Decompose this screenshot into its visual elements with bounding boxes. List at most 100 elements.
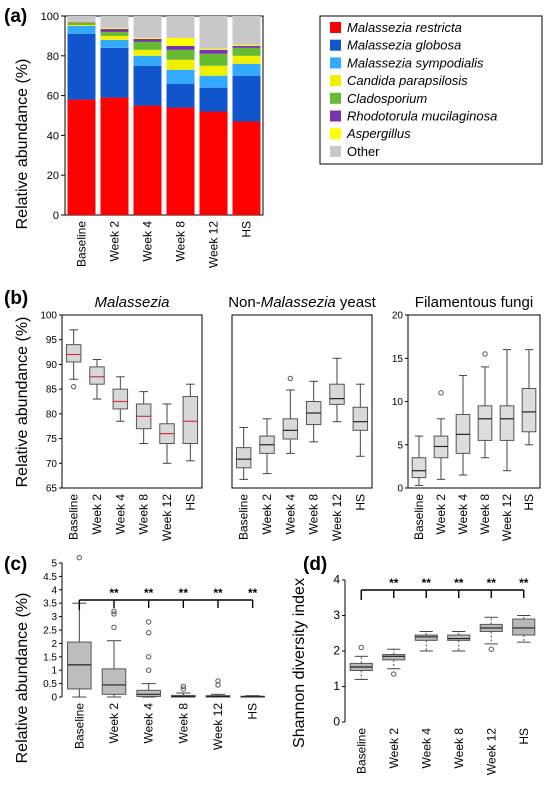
- bar-segment-rhodotorula-mucilaginosa: [232, 45, 261, 48]
- legend-a: Malassezia restricta Malassezia globosa Ma…: [319, 15, 543, 165]
- legend-swatch-other: [330, 145, 341, 157]
- bar-segment-rhodotorula-mucilaginosa: [100, 28, 129, 32]
- box-iqr: [65, 344, 82, 363]
- bar-segment-malassezia-restricta: [133, 105, 162, 215]
- x-tick-label-a: Week 4: [141, 221, 155, 262]
- bar-segment-malassezia-sympodialis: [100, 39, 129, 48]
- x-tick-label-b1: Week 8: [137, 494, 151, 535]
- y-tick-label-c: 3: [51, 612, 57, 623]
- x-tick-label-c: HS: [246, 703, 260, 720]
- x-tick-label-c: Week 4: [142, 703, 156, 744]
- legend-swatch-aspergillus: [330, 128, 341, 140]
- y-tick-label-b3: 0: [397, 484, 403, 495]
- box-iqr: [235, 447, 252, 469]
- legend-label-aspergillus: Aspergillus: [346, 126, 411, 141]
- outlier-point: [111, 608, 117, 614]
- chart-title-b1: Malassezia: [94, 294, 169, 311]
- bar-segment-other: [199, 16, 228, 49]
- bar-segment-other: [166, 16, 195, 38]
- box-iqr: [499, 405, 515, 441]
- outlier-point: [145, 654, 152, 660]
- x-tick-label-a: Week 8: [174, 221, 188, 262]
- legend-label-rhodotorula-mucilaginosa: Rhodotorula mucilaginosa: [347, 109, 497, 124]
- outlier-point: [438, 390, 444, 396]
- outlier-point: [482, 351, 488, 357]
- bar-segment-aspergillus: [232, 44, 261, 46]
- y-tick-label-b1: 65: [46, 484, 58, 495]
- box-iqr: [112, 388, 129, 410]
- box-iqr: [512, 618, 536, 636]
- x-tick-label-b2: Baseline: [237, 494, 251, 540]
- boxplot-filamentous-fungi: 0 5 10 15 20 Baseline Week 2 Week 4 Week 8 Week 1…: [392, 294, 541, 541]
- y-tick-label-b3: 10: [392, 397, 404, 408]
- x-tick-label-b3: Week 8: [478, 494, 492, 535]
- boxplot-panel-c: 0 0.5 1 1.5 2 2.5 3 3.5 4 4.5 5 Baseline Week 2 Week …: [43, 554, 265, 750]
- ylabel-c: Relative abundance (%): [14, 593, 31, 764]
- significance-marker: **: [422, 576, 432, 590]
- box-iqr: [477, 405, 493, 441]
- bar-segment-candida-parapsilosis: [100, 35, 129, 40]
- bar-segment-cladosporium: [199, 53, 228, 66]
- y-tick-label-a: 40: [47, 130, 59, 142]
- bar-segment-malassezia-globosa: [100, 47, 129, 98]
- bar-segment-rhodotorula-mucilaginosa: [67, 22, 96, 23]
- bar-segment-malassezia-restricta: [166, 107, 195, 215]
- outlier-point: [145, 629, 152, 636]
- box-iqr: [67, 641, 92, 690]
- y-tick-label-d: 3: [333, 608, 340, 622]
- outlier-point: [287, 375, 294, 382]
- y-tick-label-b1: 100: [40, 311, 57, 322]
- ylabel-d: Shannon diversity index: [291, 578, 308, 748]
- bar-segment-aspergillus: [199, 48, 228, 50]
- y-tick-label-c: 1.5: [43, 652, 57, 663]
- outlier-point: [111, 624, 117, 631]
- x-tick-label-b2: Week 12: [330, 494, 344, 541]
- y-tick-label-c: 4.5: [43, 572, 57, 583]
- legend-label-cladosporium: Cladosporium: [347, 91, 427, 106]
- legend-swatch-rhodotorula-mucilaginosa: [330, 110, 341, 122]
- x-tick-label-b1: Week 2: [90, 494, 104, 535]
- box-iqr: [101, 668, 127, 695]
- bar-segment-cladosporium: [166, 49, 195, 60]
- bar-segment-cladosporium: [232, 47, 261, 56]
- box-iqr: [414, 634, 438, 641]
- x-tick-label-b2: Week 8: [307, 494, 321, 535]
- bar-segment-other: [232, 16, 261, 45]
- bar-segment-malassezia-globosa: [199, 87, 228, 112]
- bar-segment-other: [67, 16, 96, 22]
- y-tick-label-d: 1: [333, 679, 340, 693]
- x-tick-label-d: Week 8: [452, 728, 466, 769]
- outlier-point: [76, 554, 83, 561]
- y-tick-label-b3: 15: [392, 354, 404, 365]
- bar-segment-malassezia-globosa: [67, 33, 96, 100]
- bar-segment-other: [133, 16, 162, 38]
- x-tick-label-d: Week 2: [387, 728, 401, 769]
- box-iqr: [282, 418, 299, 440]
- x-tick-label-b1: Week 12: [160, 494, 174, 541]
- outlier-point: [358, 644, 364, 651]
- legend-label-other: Other: [347, 144, 380, 159]
- outlier-point: [215, 678, 221, 684]
- y-tick-label-b1: 95: [46, 335, 58, 346]
- panel-label-d: (d): [303, 554, 327, 575]
- box-iqr: [521, 388, 537, 433]
- significance-marker: **: [389, 576, 399, 590]
- x-tick-label-d: HS: [517, 728, 531, 745]
- bar-segment-candida-parapsilosis: [199, 65, 228, 76]
- y-tick-label-d: 2: [333, 644, 340, 658]
- legend-swatch-candida-parapsilosis: [330, 75, 341, 87]
- x-tick-label-a: HS: [240, 221, 254, 238]
- panel-label-c: (c): [4, 554, 27, 575]
- bar-segment-candida-parapsilosis: [67, 24, 96, 26]
- bar-segment-candida-parapsilosis: [166, 59, 195, 70]
- panel-label-b: (b): [4, 288, 28, 309]
- x-tick-label-d: Week 12: [484, 728, 498, 775]
- box-iqr: [136, 689, 161, 697]
- y-tick-label-b1: 90: [46, 360, 58, 371]
- chart-title-b3: Filamentous fungi: [415, 294, 533, 311]
- legend-label-malassezia-restricta: Malassezia restricta: [347, 20, 462, 35]
- x-tick-label-b3: Week 4: [456, 494, 470, 535]
- stacked-bar-chart-a: 0 20 40 60 80 100 Baseline Week 2 Week 4 Week 8 We…: [41, 11, 264, 268]
- bar-segment-cladosporium: [100, 31, 129, 36]
- box-iqr: [329, 383, 345, 405]
